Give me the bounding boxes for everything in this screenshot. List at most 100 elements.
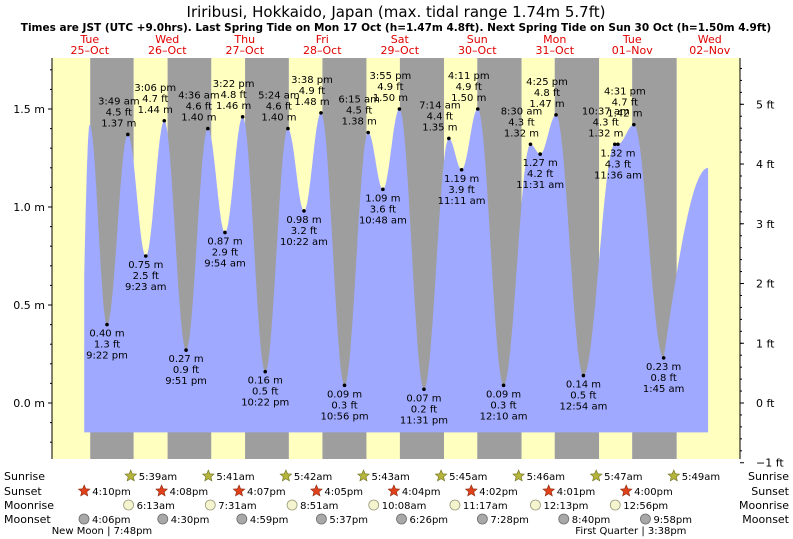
- moonset-icon: [236, 513, 248, 525]
- moonset-icon: [558, 513, 570, 525]
- tide-time-label: 9:51 pm: [165, 376, 207, 387]
- tide-ft-label: 0.5 ft: [252, 387, 278, 398]
- y-tick-label-ft: 3 ft: [756, 218, 775, 231]
- tide-ft-label: 2.5 ft: [133, 271, 159, 282]
- tide-point: [319, 111, 323, 115]
- sunrise-time: 5:47am: [604, 472, 642, 483]
- moonset-time: 4:06pm: [92, 515, 131, 526]
- tide-time-label: 12:54 am: [559, 402, 607, 413]
- moonrise-icon: [123, 499, 134, 511]
- tide-time-label: 5:24 am: [258, 91, 300, 102]
- sunset-icon: [542, 484, 556, 497]
- sunrise-time: 5:45am: [449, 472, 487, 483]
- sunset-time: 4:04pm: [402, 487, 441, 498]
- day-date-label: 31–Oct: [535, 44, 574, 57]
- tide-ft-label: 4.6 ft: [186, 102, 212, 113]
- tide-time-label: 3:06 pm: [134, 83, 176, 94]
- tide-ft-label: 4.5 ft: [106, 107, 132, 118]
- row-label-sunrise: Sunrise: [4, 470, 45, 483]
- tide-point: [475, 107, 480, 111]
- moonrise-time: 8:51am: [300, 501, 338, 512]
- tide-point: [223, 230, 227, 235]
- sunset-icon: [232, 484, 246, 497]
- moonrise-time: 12:56pm: [623, 501, 668, 512]
- tide-point: [206, 126, 210, 131]
- sunrise-icon: [201, 469, 215, 482]
- moonset-icon: [78, 513, 90, 525]
- sunrise-time: 5:46am: [527, 472, 565, 483]
- moonrise-icon: [449, 499, 461, 511]
- day-date-label: 25–Oct: [70, 44, 109, 57]
- tide-m-label: 1.40 m: [181, 113, 216, 124]
- tide-ft-label: 0.3 ft: [331, 400, 357, 411]
- moonrise-time: 11:17am: [463, 501, 508, 512]
- day-name-label: Wed: [155, 33, 179, 46]
- day-date-label: 28–Oct: [303, 44, 342, 57]
- tide-time-label: 11:11 am: [438, 196, 486, 207]
- row-label-sunset: Sunset: [4, 485, 42, 498]
- tide-time-label: 10:22 am: [280, 237, 328, 248]
- tide-m-label: 0.40 m: [89, 329, 124, 340]
- sunrise-time: 5:41am: [216, 472, 254, 483]
- moonrise-time: 6:13am: [137, 501, 175, 512]
- tide-m-label: 1.38 m: [342, 117, 377, 128]
- moon-phase-note: New Moon | 7:48pm: [52, 526, 152, 537]
- tide-time-label: 4:36 am: [178, 91, 220, 102]
- sunset-time: 4:10pm: [92, 487, 131, 498]
- moonrise-icon: [204, 499, 216, 511]
- sunrise-icon: [589, 469, 603, 482]
- tide-ft-label: 4.3 ft: [593, 117, 619, 128]
- day-name-label: Mon: [543, 33, 566, 46]
- tide-m-label: 1.32 m: [504, 128, 539, 139]
- moonrise-time: 10:08am: [382, 501, 427, 512]
- tide-time-label: 10:48 am: [359, 215, 407, 226]
- tide-time-label: 8:30 am: [501, 106, 543, 117]
- y-tick-label-ft: 1 ft: [756, 337, 775, 350]
- moonset-icon: [157, 513, 169, 525]
- tide-time-label: 11:36 am: [594, 170, 642, 181]
- moonrise-icon: [368, 499, 380, 511]
- sunset-icon: [77, 484, 91, 497]
- y-tick-label-ft: 2 ft: [756, 278, 775, 291]
- tide-m-label: 1.27 m: [523, 158, 558, 169]
- tide-point: [143, 254, 148, 258]
- sunrise-icon: [512, 469, 526, 482]
- row-label-moonset: Moonset: [4, 513, 51, 526]
- moonrise-icon: [530, 499, 541, 511]
- tide-time-label: 11:31 am: [516, 180, 564, 191]
- tide-point: [538, 152, 542, 156]
- moonset-icon: [640, 513, 651, 525]
- tide-m-label: 1.48 m: [294, 97, 329, 108]
- day-name-label: Tue: [79, 33, 99, 46]
- tide-ft-label: 0.8 ft: [650, 373, 676, 384]
- tide-m-label: 1.35 m: [422, 122, 457, 133]
- moonset-icon: [315, 513, 327, 525]
- tide-ft-label: 3.9 ft: [448, 185, 474, 196]
- tide-ft-label: 4.7 ft: [612, 98, 638, 109]
- day-date-label: 27–Oct: [225, 44, 264, 57]
- tide-m-label: 0.16 m: [248, 376, 283, 387]
- tide-ft-label: 4.4 ft: [427, 111, 453, 122]
- tide-time-label: 6:15 am: [338, 95, 380, 106]
- row-label-sunrise: Sunrise: [748, 470, 789, 483]
- tide-m-label: 0.07 m: [406, 393, 441, 404]
- tide-point: [632, 122, 636, 127]
- tide-point: [126, 132, 130, 137]
- tide-m-label: 0.09 m: [327, 389, 362, 400]
- chart-subtitle: Times are JST (UTC +9.0hrs). Last Spring…: [21, 22, 771, 34]
- sunset-time: 4:07pm: [247, 487, 286, 498]
- tide-ft-label: 1.3 ft: [94, 340, 120, 351]
- tide-m-label: 1.50 m: [373, 93, 408, 104]
- tide-point: [501, 383, 506, 388]
- day-name-label: Fri: [316, 33, 329, 46]
- day-band: [52, 58, 91, 459]
- tide-ft-label: 0.2 ft: [411, 404, 437, 415]
- tide-ft-label: 4.3 ft: [605, 159, 631, 170]
- sunrise-icon: [124, 469, 138, 482]
- sunrise-icon: [357, 469, 370, 482]
- sunrise-icon: [434, 469, 448, 482]
- tide-time-label: 4:31 pm: [604, 87, 646, 98]
- tide-time-label: 4:25 pm: [526, 77, 568, 88]
- moonrise-time: 12:13pm: [543, 501, 588, 512]
